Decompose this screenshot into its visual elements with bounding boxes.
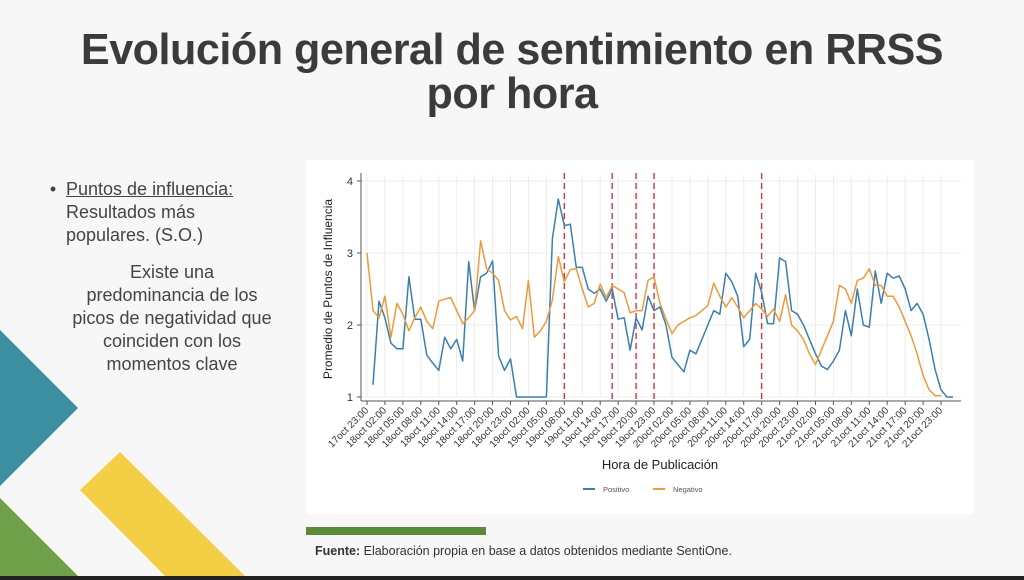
note-line: momentos clave: [106, 354, 238, 374]
note-line: picos de negatividad que: [72, 308, 272, 328]
x-axis-label: Hora de Publicación: [602, 457, 718, 472]
chart-card: 1 2 3 4 17oct 23:00 18oct 02:00 18oct 05:00 18o…: [306, 160, 974, 514]
bullet-text-line2: populares. (S.O.): [66, 225, 204, 245]
bullet-content: Puntos de influencia: Resultados más pop…: [66, 178, 233, 247]
note-line: coinciden con los: [102, 331, 242, 351]
slide-title-line1: Evolución general de sentimiento en RRSS: [80, 25, 944, 74]
source-accent-bar: [306, 527, 486, 535]
series-line-negativo: [366, 240, 941, 397]
bullet-text-line1: Resultados más: [66, 202, 196, 222]
y-tick-label: 3: [347, 248, 353, 260]
y-tick-label: 1: [347, 392, 353, 404]
legend-label-negativo: Negativo: [673, 485, 703, 494]
note-paragraph: Existe una predominancia de los picos de…: [40, 261, 300, 376]
teal-triangle-shape: [0, 330, 78, 486]
green-triangle-shape: [0, 498, 78, 576]
source-note: Fuente: Elaboración propia en base a dat…: [315, 544, 732, 558]
bullet-item: • Puntos de influencia: Resultados más p…: [40, 178, 300, 247]
bottom-strip: [0, 576, 1024, 580]
y-tick-label: 2: [347, 320, 353, 332]
legend-label-positivo: Positivo: [603, 485, 629, 494]
left-text-block: • Puntos de influencia: Resultados más p…: [40, 178, 300, 376]
source-text: Elaboración propia en base a datos obten…: [360, 544, 732, 558]
bullet-heading: Puntos de influencia:: [66, 179, 234, 199]
note-line: Existe una: [129, 262, 215, 282]
slide-title-line2: por hora: [426, 69, 598, 118]
y-tick-label: 4: [347, 176, 353, 188]
slide-title: Evolución general de sentimiento en RRSS…: [10, 28, 1014, 116]
source-label: Fuente:: [315, 544, 361, 558]
series-line-positivo: [372, 198, 953, 398]
yellow-stripe-shape: [80, 452, 245, 576]
note-line: predominancia de los: [86, 285, 258, 305]
y-axis-label: Promedio de Puntos de Influencia: [321, 199, 335, 379]
bullet-icon: •: [49, 179, 57, 199]
